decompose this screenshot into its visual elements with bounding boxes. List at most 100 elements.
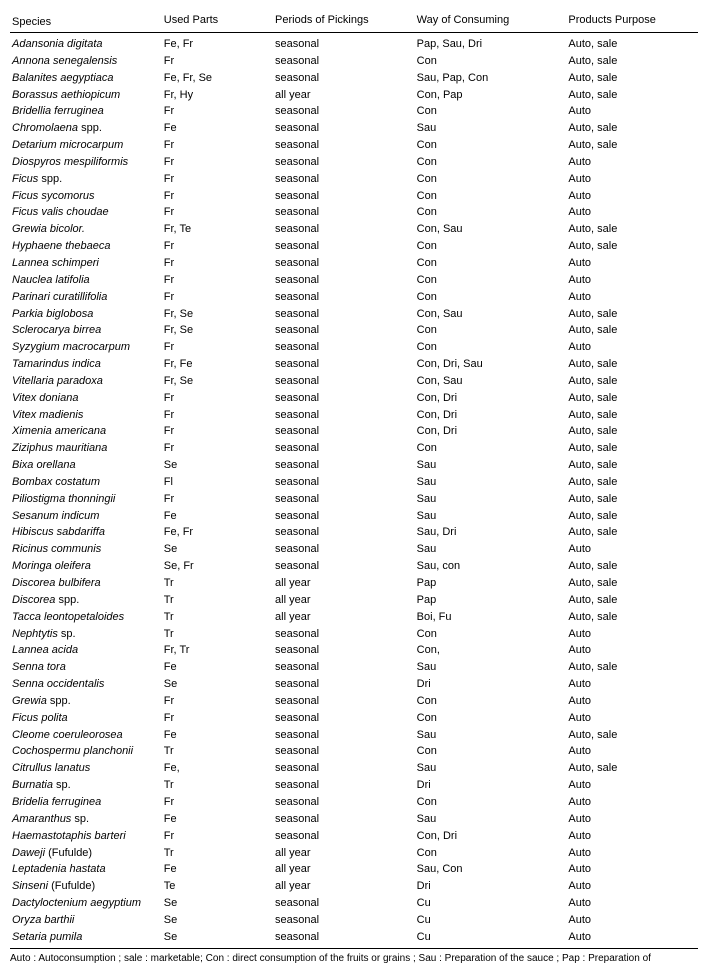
table-row: Tacca leontopetaloidesTrall yearBoi, FuA… <box>10 609 698 626</box>
cell-consume: Con, Sau <box>415 306 567 323</box>
cell-period: seasonal <box>273 474 415 491</box>
cell-species: Senna occidentalis <box>10 676 162 693</box>
cell-period: all year <box>273 878 415 895</box>
cell-period: seasonal <box>273 238 415 255</box>
cell-consume: Con, Sau <box>415 373 567 390</box>
table-row: Citrullus lanatusFe,seasonalSauAuto, sal… <box>10 760 698 777</box>
cell-purpose: Auto, sale <box>566 306 698 323</box>
cell-species: Sclerocarya birrea <box>10 322 162 339</box>
table-row: Piliostigma thonningiiFrseasonalSauAuto,… <box>10 491 698 508</box>
cell-species: Amaranthus sp. <box>10 811 162 828</box>
cell-purpose: Auto, sale <box>566 373 698 390</box>
cell-consume: Con <box>415 171 567 188</box>
table-row: Discorea spp.Trall yearPapAuto, sale <box>10 592 698 609</box>
cell-consume: Con <box>415 626 567 643</box>
cell-consume: Con <box>415 440 567 457</box>
cell-purpose: Auto <box>566 171 698 188</box>
cell-parts: Fr <box>162 693 273 710</box>
table-row: Senna occidentalisSeseasonalDriAuto <box>10 676 698 693</box>
cell-purpose: Auto, sale <box>566 575 698 592</box>
cell-purpose: Auto <box>566 710 698 727</box>
cell-species: Setaria pumila <box>10 929 162 948</box>
cell-species: Nauclea latifolia <box>10 272 162 289</box>
table-row: Nauclea latifoliaFrseasonalConAuto <box>10 272 698 289</box>
cell-parts: Tr <box>162 575 273 592</box>
cell-species: Leptadenia hastata <box>10 861 162 878</box>
cell-species: Piliostigma thonningii <box>10 491 162 508</box>
cell-species: Bixa orellana <box>10 457 162 474</box>
table-row: Sesanum indicumFeseasonalSauAuto, sale <box>10 508 698 525</box>
cell-purpose: Auto, sale <box>566 423 698 440</box>
cell-purpose: Auto, sale <box>566 407 698 424</box>
table-row: Parkia biglobosaFr, SeseasonalCon, SauAu… <box>10 306 698 323</box>
cell-parts: Fr <box>162 255 273 272</box>
cell-parts: Fr, Hy <box>162 87 273 104</box>
cell-period: seasonal <box>273 221 415 238</box>
cell-period: seasonal <box>273 676 415 693</box>
cell-consume: Cu <box>415 895 567 912</box>
cell-purpose: Auto <box>566 693 698 710</box>
cell-purpose: Auto <box>566 743 698 760</box>
cell-species: Vitex madienis <box>10 407 162 424</box>
cell-purpose: Auto <box>566 828 698 845</box>
cell-parts: Tr <box>162 592 273 609</box>
cell-species: Vitellaria paradoxa <box>10 373 162 390</box>
cell-purpose: Auto, sale <box>566 508 698 525</box>
cell-parts: Se <box>162 541 273 558</box>
cell-parts: Fl <box>162 474 273 491</box>
cell-parts: Te <box>162 878 273 895</box>
table-row: Grewia spp.FrseasonalConAuto <box>10 693 698 710</box>
cell-parts: Fr, Se <box>162 306 273 323</box>
table-row: Ficus sycomorusFrseasonalConAuto <box>10 188 698 205</box>
cell-period: seasonal <box>273 322 415 339</box>
table-row: Sclerocarya birreaFr, SeseasonalConAuto,… <box>10 322 698 339</box>
cell-consume: Con, Dri, Sau <box>415 356 567 373</box>
cell-parts: Fr <box>162 491 273 508</box>
cell-period: seasonal <box>273 171 415 188</box>
cell-purpose: Auto <box>566 339 698 356</box>
cell-purpose: Auto, sale <box>566 137 698 154</box>
cell-purpose: Auto <box>566 626 698 643</box>
cell-period: seasonal <box>273 777 415 794</box>
cell-species: Syzygium macrocarpum <box>10 339 162 356</box>
table-row: Sinseni (Fufulde)Teall yearDriAuto <box>10 878 698 895</box>
cell-species: Senna tora <box>10 659 162 676</box>
cell-parts: Fe <box>162 120 273 137</box>
cell-consume: Sau <box>415 541 567 558</box>
cell-parts: Fr, Te <box>162 221 273 238</box>
table-row: Burnatia sp.TrseasonalDriAuto <box>10 777 698 794</box>
cell-species: Haemastotaphis barteri <box>10 828 162 845</box>
cell-consume: Sau, Con <box>415 861 567 878</box>
cell-purpose: Auto, sale <box>566 609 698 626</box>
cell-period: seasonal <box>273 524 415 541</box>
table-row: Cochospermu planchoniiTrseasonalConAuto <box>10 743 698 760</box>
table-row: Bridellia ferrugineaFrseasonalConAuto <box>10 103 698 120</box>
cell-parts: Fr <box>162 53 273 70</box>
table-row: Leptadenia hastataFeall yearSau, ConAuto <box>10 861 698 878</box>
cell-parts: Tr <box>162 743 273 760</box>
cell-period: seasonal <box>273 491 415 508</box>
cell-consume: Con <box>415 743 567 760</box>
cell-species: Balanites aegyptiaca <box>10 70 162 87</box>
col-purpose: Products Purpose <box>566 10 698 33</box>
cell-parts: Se <box>162 912 273 929</box>
cell-species: Cleome coeruleorosea <box>10 727 162 744</box>
cell-purpose: Auto <box>566 929 698 948</box>
cell-consume: Con <box>415 322 567 339</box>
table-row: Annona senegalensisFrseasonalConAuto, sa… <box>10 53 698 70</box>
header-row: Species Used Parts Periods of Pickings W… <box>10 10 698 33</box>
table-row: Cleome coeruleoroseaFeseasonalSauAuto, s… <box>10 727 698 744</box>
cell-species: Parinari curatillifolia <box>10 289 162 306</box>
cell-consume: Con, <box>415 642 567 659</box>
table-row: Haemastotaphis barteriFrseasonalCon, Dri… <box>10 828 698 845</box>
cell-consume: Sau <box>415 508 567 525</box>
cell-parts: Fe <box>162 659 273 676</box>
cell-purpose: Auto <box>566 642 698 659</box>
cell-period: seasonal <box>273 912 415 929</box>
cell-parts: Fr <box>162 794 273 811</box>
cell-consume: Con, Dri <box>415 390 567 407</box>
cell-species: Ricinus communis <box>10 541 162 558</box>
cell-purpose: Auto, sale <box>566 120 698 137</box>
cell-species: Bridellia ferruginea <box>10 103 162 120</box>
cell-parts: Fr, Se <box>162 373 273 390</box>
